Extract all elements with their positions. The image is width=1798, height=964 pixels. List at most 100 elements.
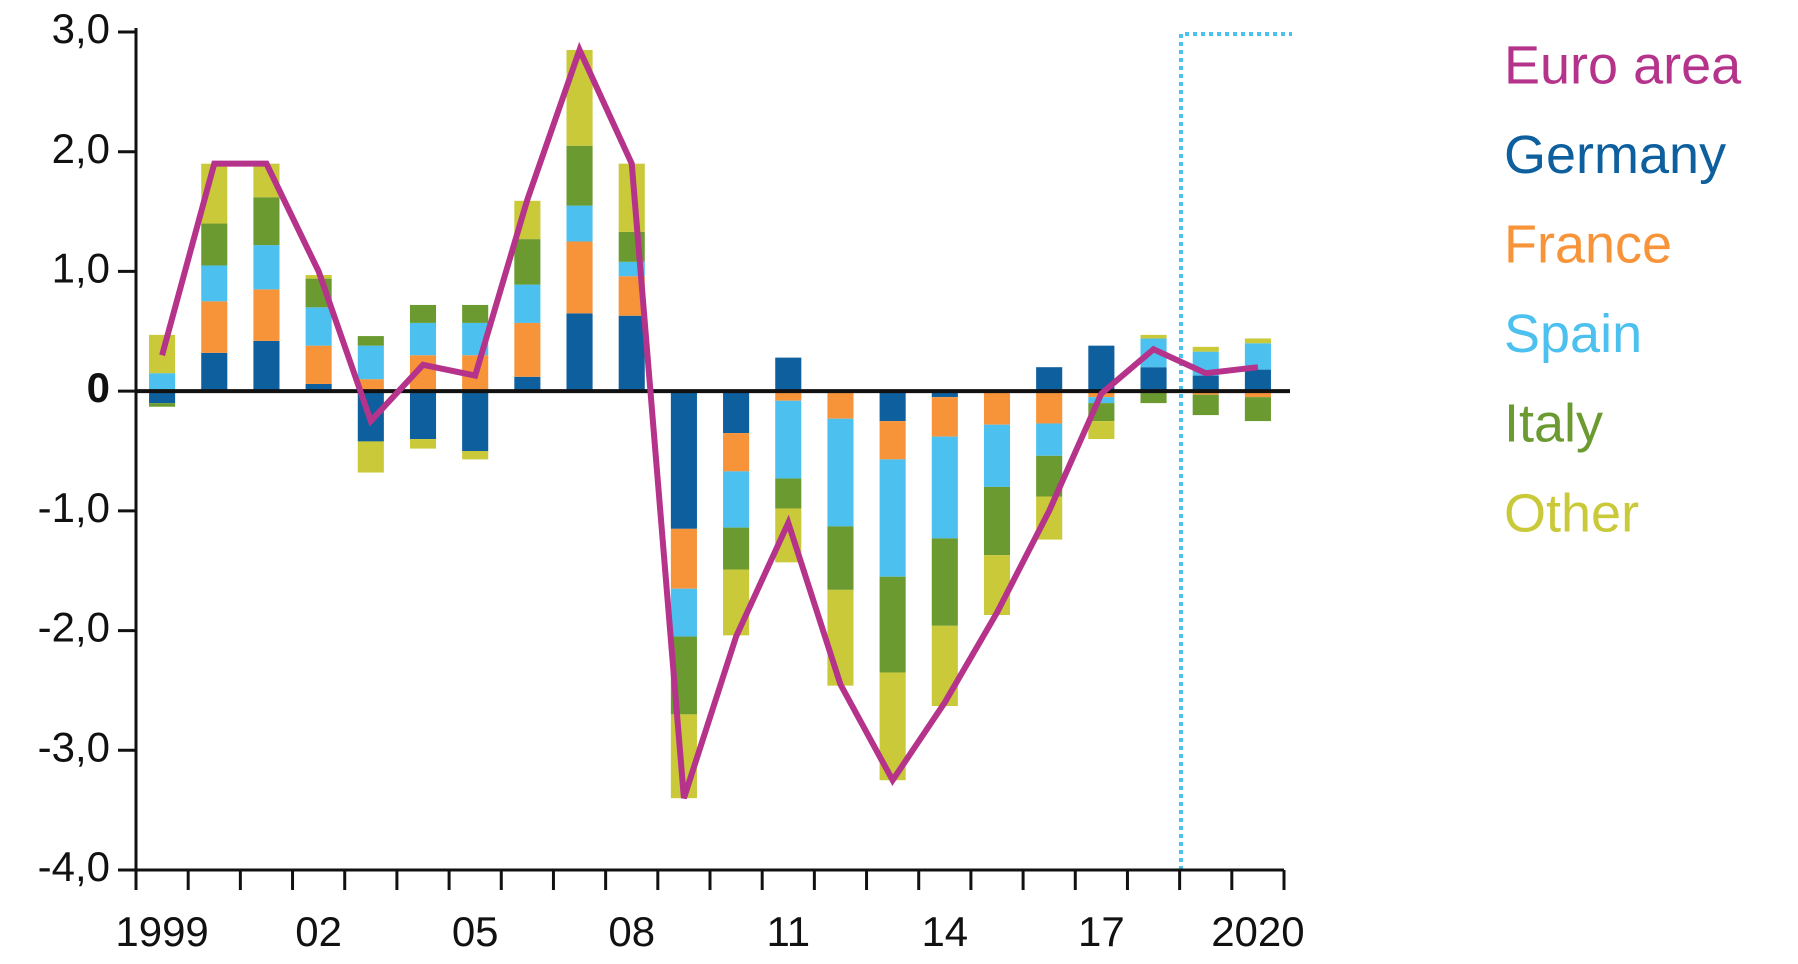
bar-segment: [931, 391, 958, 398]
bar-segment: [514, 376, 541, 392]
y-tick-label: 3,0: [52, 5, 110, 52]
bar-segment: [566, 241, 593, 314]
bar-segment: [723, 471, 750, 528]
bar-segment: [409, 391, 437, 440]
bar-segment: [1244, 338, 1271, 344]
bar-segment: [827, 526, 854, 590]
bar-segment: [775, 391, 802, 401]
bar-segment: [670, 528, 697, 589]
bar-segment: [879, 576, 906, 673]
bar-segment: [149, 373, 176, 392]
bar-segment: [827, 589, 854, 686]
bar-segment: [357, 336, 384, 346]
y-tick-label: -2,0: [38, 604, 110, 651]
bar-segment: [983, 486, 1011, 556]
legend-entry: Germany: [1504, 125, 1726, 185]
bar-segment: [1036, 423, 1063, 456]
bar-segment: [305, 307, 332, 346]
bar-segment: [566, 313, 593, 392]
bar-segment: [149, 403, 176, 407]
x-tick-label: 08: [608, 908, 655, 955]
bar-segment: [253, 289, 280, 341]
bar-segment: [462, 451, 489, 460]
bar-segment: [566, 145, 593, 206]
bar-segment: [305, 345, 332, 384]
forecast-marker: [1179, 32, 1292, 870]
legend-entry: Italy: [1504, 394, 1603, 454]
bar-segment: [357, 379, 384, 392]
bar-segment: [775, 478, 802, 509]
bar-segment: [201, 265, 228, 302]
bar-segment: [931, 397, 958, 437]
line-series: [159, 41, 1259, 800]
x-tick-label: 1999: [115, 908, 208, 955]
bar-segment: [618, 315, 645, 392]
bar-segment: [983, 424, 1011, 487]
x-tick-label: 14: [921, 908, 968, 955]
bar-segment: [409, 322, 437, 356]
x-tick-label: 05: [452, 908, 499, 955]
bar-segment: [723, 391, 750, 434]
x-tick-label: 17: [1078, 908, 1125, 955]
bar-segment: [1036, 391, 1063, 424]
bar-segment: [879, 459, 906, 577]
bar-segment: [723, 569, 750, 636]
bar-segment: [149, 391, 176, 404]
bar-segment: [201, 301, 228, 353]
bar-segment: [931, 436, 958, 539]
legend-entry: Other: [1504, 483, 1639, 543]
bar-segment: [201, 223, 228, 266]
bar-segment: [775, 400, 802, 479]
bar-segment: [253, 340, 280, 392]
bar-segment: [983, 391, 1011, 425]
bar-segment: [670, 588, 697, 637]
bar-segment: [983, 555, 1011, 616]
bar-segment: [1192, 394, 1219, 416]
bar-segment: [1140, 334, 1167, 339]
bar-segment: [253, 245, 280, 290]
bar-segment: [514, 239, 541, 285]
bar-segment: [1244, 391, 1271, 398]
bar-segment: [1192, 375, 1219, 392]
bar-segment: [1244, 397, 1271, 422]
bar-segment: [462, 391, 489, 451]
bar-segment: [931, 625, 958, 706]
x-tick-label: 02: [295, 908, 342, 955]
bar-segment: [723, 527, 750, 570]
bar-segment: [1244, 369, 1271, 392]
legend-entry: Spain: [1504, 304, 1642, 364]
bar-segment: [1192, 346, 1219, 352]
y-tick-label: -4,0: [38, 843, 110, 890]
bar-segment: [931, 538, 958, 626]
bar-segment: [879, 421, 906, 460]
y-tick-label: 0: [87, 364, 110, 411]
y-tick-label: -3,0: [38, 723, 110, 770]
bar-segment: [670, 391, 697, 529]
bar-segment: [409, 439, 437, 449]
y-tick-label: -1,0: [38, 484, 110, 531]
bar-segment: [827, 391, 854, 419]
bar-segment: [514, 284, 541, 323]
legend-entry: Euro area: [1504, 35, 1742, 95]
bar-segment: [775, 357, 802, 392]
bar-segment: [357, 441, 384, 473]
bar-segment: [723, 433, 750, 472]
x-tick-label: 2020: [1211, 908, 1304, 955]
bar-segment: [879, 391, 906, 422]
bar-segment: [409, 304, 437, 323]
bar-segment: [253, 197, 280, 246]
bar-segment: [827, 418, 854, 527]
x-tick-label: 11: [766, 908, 810, 955]
bar-segment: [201, 352, 228, 392]
bar-segment: [1036, 367, 1063, 392]
bar-segment: [566, 205, 593, 242]
y-tick-label: 1,0: [52, 245, 110, 292]
y-tick-label: 2,0: [52, 125, 110, 172]
legend-entry: France: [1504, 214, 1672, 274]
bar-segment: [357, 345, 384, 380]
bar-segment: [1140, 367, 1167, 392]
bar-segment: [1140, 391, 1167, 404]
bar-segment: [514, 322, 541, 377]
bar-segment: [1088, 421, 1115, 440]
